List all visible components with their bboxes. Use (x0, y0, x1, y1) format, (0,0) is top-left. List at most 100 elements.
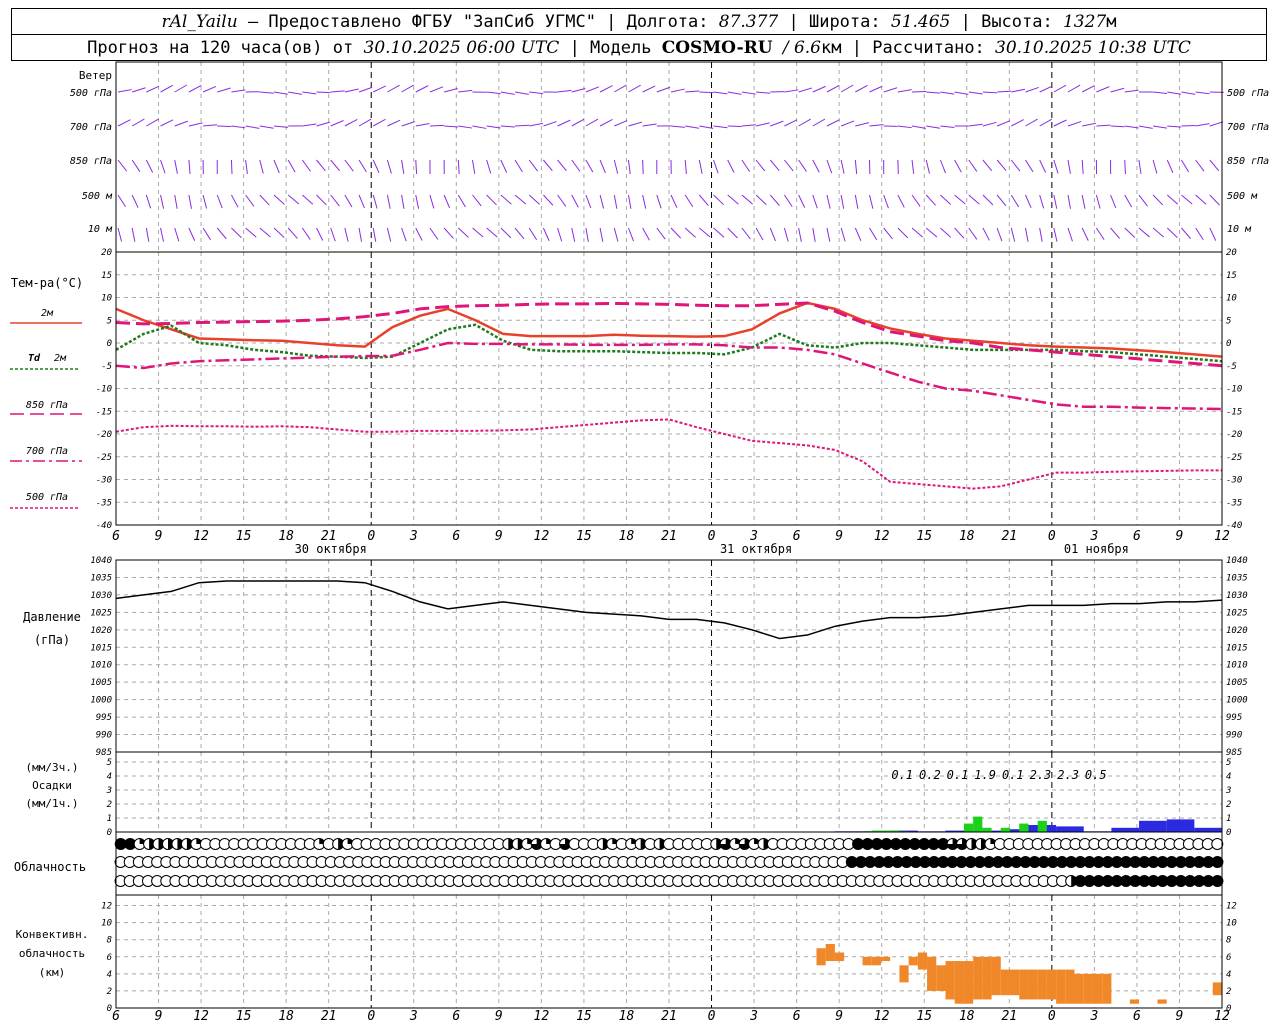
precip-sum-label: 0.1 (1002, 768, 1024, 782)
wind-barb (160, 159, 166, 174)
wind-barb (1166, 194, 1179, 205)
wind-barb (926, 125, 941, 129)
convective-bar (991, 956, 1001, 996)
wind-barb (642, 159, 644, 175)
precip-3h-bar (1166, 819, 1195, 832)
time-tick-label: 21 (661, 529, 677, 544)
wind-barb (146, 118, 159, 127)
wind-barb (386, 159, 392, 174)
wind-barb (925, 194, 937, 206)
wind-barb (1081, 85, 1095, 93)
wind-barb (1124, 159, 1126, 175)
wind-barb (1025, 159, 1034, 173)
cloud-symbol (1211, 838, 1224, 850)
altitude-unit: м (1106, 12, 1117, 32)
wind-barb (202, 227, 211, 241)
y-tick-label-right: 12 (1226, 902, 1237, 912)
wind-barb (1166, 159, 1174, 174)
wind-barb (160, 227, 165, 242)
precip-1h-bar (1019, 823, 1029, 832)
date-label: 31 октября (720, 542, 792, 556)
y-tick-label-left: 1025 (90, 608, 112, 618)
wind-barb (131, 118, 145, 127)
wind-level-label-left: 850 гПа (70, 156, 112, 167)
wind-barb (1010, 227, 1016, 242)
time-tick-label: 21 (321, 529, 337, 544)
wind-barb (954, 159, 962, 173)
time-tick-label: 18 (619, 529, 635, 544)
precip-1h-bar (973, 816, 983, 832)
wind-barb (599, 194, 605, 209)
precip-3h-bar (1194, 827, 1222, 832)
wind-barb (373, 85, 387, 93)
wind-barb (415, 227, 423, 241)
y-tick-label-left: 12 (101, 902, 112, 912)
wind-barb (259, 91, 274, 94)
y-tick-label-right: -40 (1226, 521, 1242, 531)
convective-bar (927, 956, 937, 991)
convective-bar (917, 952, 928, 970)
wind-barb (585, 159, 594, 173)
time-tick-label: 12 (1214, 1009, 1230, 1024)
y-tick-label-right: 1025 (1226, 608, 1248, 618)
convective-bar (1065, 969, 1075, 1004)
wind-barb (1195, 194, 1207, 205)
wind-barb (273, 91, 288, 95)
wind-barb (826, 194, 831, 209)
wind-barb (273, 194, 285, 205)
time-tick-label: 6 (1133, 1009, 1141, 1024)
precip-sum-label: 2.3 (1057, 768, 1079, 782)
time-tick-label: 18 (278, 529, 294, 544)
wind-barb (202, 194, 208, 209)
wind-barb (826, 84, 840, 93)
wind-barb (500, 125, 515, 128)
wind-barb (344, 227, 349, 242)
wind-barb (330, 194, 340, 207)
wind-barb (330, 227, 336, 242)
wind-barb (301, 227, 311, 240)
wind-barb (755, 159, 766, 172)
wind-barb (528, 194, 540, 205)
wind-barb (940, 91, 955, 95)
wind-barb (684, 194, 694, 208)
wind-barb (826, 119, 840, 127)
time-tick-label: 0 (367, 529, 375, 544)
y-tick-label-left: -10 (96, 385, 112, 395)
wind-barb (897, 194, 905, 208)
y-tick-label-left: 1005 (90, 678, 112, 688)
y-tick-label-right: 1040 (1226, 556, 1248, 566)
wind-barb (1011, 88, 1026, 93)
time-tick-label: 21 (1001, 1009, 1017, 1024)
wind-barb (372, 159, 380, 173)
precip-1h-bar (871, 830, 881, 832)
wind-barb (500, 194, 512, 205)
wind-barb (316, 159, 326, 172)
wind-barb (557, 89, 572, 93)
wind-barb (968, 159, 978, 172)
cloud-symbol-three-quarter (559, 838, 571, 850)
station-name: rAl_Yailu (161, 12, 238, 32)
time-tick-label: 15 (576, 529, 592, 544)
y-tick-label-left: 6 (107, 953, 112, 963)
convective-panel: 12 12 10 10 8 8 6 6 4 4 2 2 0 0 Конвективн. облачность (… (16, 895, 1237, 1024)
wind-level-label-right: 500 гПа (1227, 88, 1269, 99)
convective-bar (1083, 973, 1093, 1004)
wind-barb (160, 194, 165, 209)
wind-barb (997, 90, 1012, 93)
time-tick-label: 0 (367, 1009, 375, 1024)
wind-barb (670, 194, 678, 208)
wind-barb (174, 159, 178, 174)
wind-barb (699, 91, 714, 94)
wind-barb (869, 227, 878, 241)
wind-barb (302, 91, 317, 95)
wind-barb (727, 159, 735, 173)
wind-barb (1011, 119, 1024, 127)
wind-barb (585, 227, 589, 242)
wind-barb (1181, 194, 1193, 205)
wind-barb (146, 85, 160, 93)
wind-barb (160, 84, 174, 93)
wind-barb (727, 91, 742, 95)
wind-barb (982, 121, 997, 127)
latitude-label: | Широта: (788, 12, 881, 32)
time-tick-label: 3 (409, 529, 418, 544)
